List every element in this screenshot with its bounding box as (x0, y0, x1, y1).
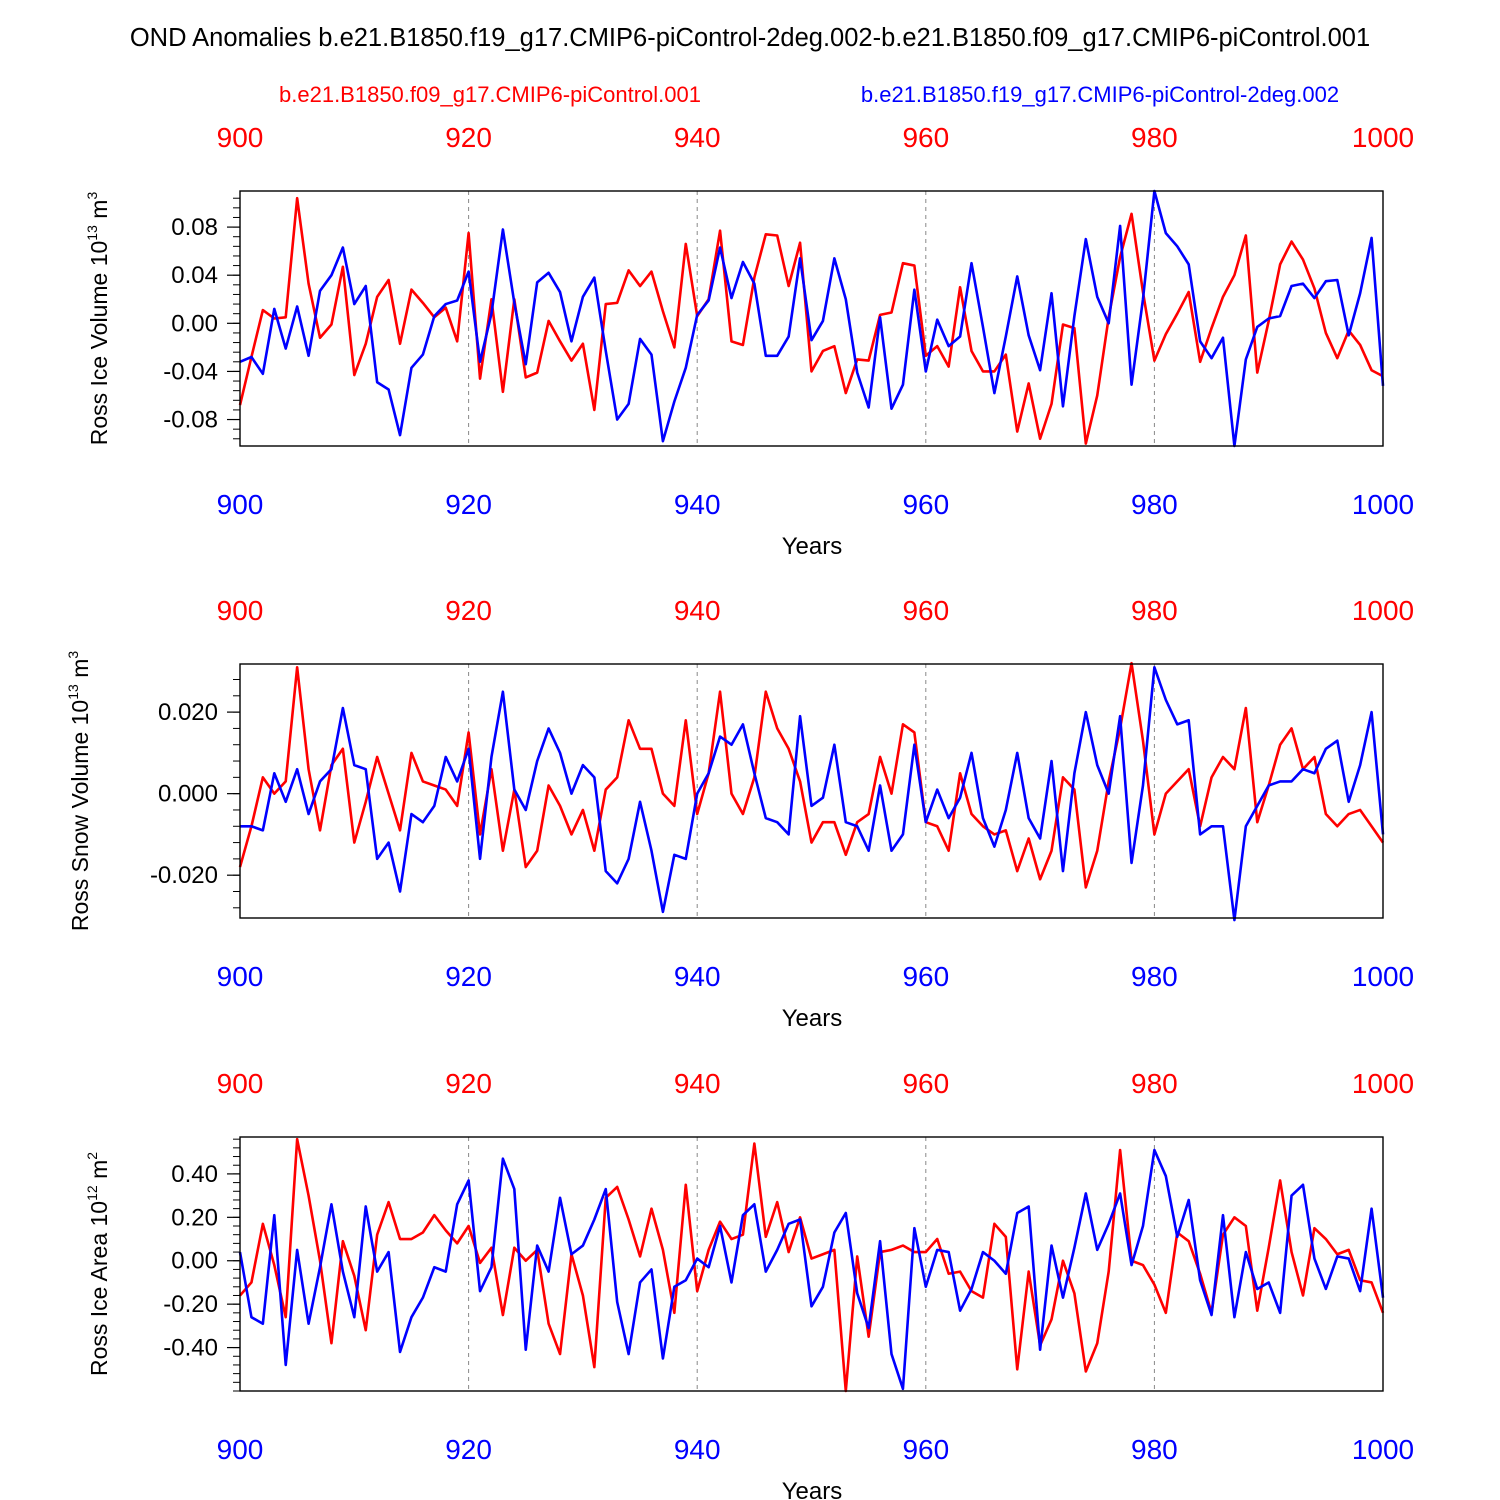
top-x-tick-label: 940 (674, 122, 721, 153)
blue-series-line (238, 1148, 1385, 1391)
y-tick-label: 0.08 (171, 214, 218, 241)
bottom-x-tick-label: 1000 (1352, 961, 1414, 992)
top-x-tick-label: 940 (674, 1068, 721, 1099)
bottom-x-tick-label: 940 (674, 489, 721, 520)
bottom-x-tick-label: 960 (902, 961, 949, 992)
bottom-x-tick-label: 1000 (1352, 489, 1414, 520)
panel-3: -0.40 -0.20 0.00 0.20 0.40 900 900 920 920 940 940… (84, 1068, 1414, 1500)
y-label-unit-base: 10 (86, 1201, 112, 1233)
panel-2: -0.020 0.000 0.020 900 900 920 920 940 940 960 960… (65, 595, 1414, 1032)
top-x-tick-label: 960 (902, 1068, 949, 1099)
bottom-x-tick-label: 940 (674, 1434, 721, 1465)
top-x-tick-label: 900 (217, 122, 264, 153)
y-tick-label: 0.020 (158, 699, 218, 726)
y-label-metre: m (86, 1160, 112, 1186)
plot-frame (239, 663, 1384, 919)
y-tick-label: 0.04 (171, 262, 218, 289)
y-axis-label: Ross Snow Volume 1013 m3 (65, 651, 93, 932)
y-tick-label: -0.08 (163, 407, 218, 434)
bottom-x-tick-label: 960 (902, 489, 949, 520)
x-axis-label: Years (782, 533, 843, 560)
y-tick-label: 0.00 (171, 1248, 218, 1275)
y-tick-label: -0.20 (163, 1291, 218, 1318)
y-label-metre: m (67, 659, 93, 685)
bottom-x-tick-label: 920 (445, 1434, 492, 1465)
top-x-tick-label: 900 (217, 595, 264, 626)
bottom-x-tick-label: 920 (445, 961, 492, 992)
y-label-name: Ross Snow Volume (67, 732, 93, 931)
top-x-tick-label: 920 (445, 1068, 492, 1099)
y-label-unit-base: 10 (86, 241, 112, 273)
y-label-unit-exponent: 13 (65, 684, 81, 700)
figure-title: OND Anomalies b.e21.B1850.f19_g17.CMIP6-… (130, 24, 1370, 52)
x-axis-label: Years (782, 1478, 843, 1500)
bottom-x-tick-label: 900 (217, 961, 264, 992)
bottom-x-tick-label: 920 (445, 489, 492, 520)
top-x-tick-label: 1000 (1352, 122, 1414, 153)
top-x-tick-label: 980 (1131, 1068, 1178, 1099)
top-x-tick-label: 920 (445, 122, 492, 153)
y-axis-label: Ross Ice Volume 1013 m3 (84, 192, 112, 446)
y-tick-label: -0.40 (163, 1335, 218, 1362)
top-x-tick-label: 1000 (1352, 1068, 1414, 1099)
legend-red-run: b.e21.B1850.f09_g17.CMIP6-piControl.001 (279, 82, 701, 107)
plot-frame (239, 190, 1384, 447)
blue-series-line (240, 665, 1385, 922)
y-label-metre: m (86, 200, 112, 226)
y-tick-label: -0.04 (163, 358, 218, 385)
top-x-tick-label: 980 (1131, 122, 1178, 153)
panel-1: -0.08 -0.04 0.00 0.04 0.08 900 900 920 920 940 940… (84, 122, 1414, 560)
y-label-unit-exponent: 13 (84, 225, 100, 241)
top-x-tick-label: 1000 (1352, 595, 1414, 626)
bottom-x-tick-label: 980 (1131, 1434, 1178, 1465)
top-x-tick-label: 980 (1131, 595, 1178, 626)
x-axis-label: Years (782, 1005, 843, 1032)
legend-blue-run: b.e21.B1850.f19_g17.CMIP6-piControl-2deg… (861, 82, 1339, 107)
y-label-metre-exponent: 3 (65, 651, 81, 659)
y-label-unit-exponent: 12 (84, 1185, 100, 1201)
bottom-x-tick-label: 940 (674, 961, 721, 992)
plot-frame (239, 1136, 1384, 1392)
y-tick-label: 0.40 (171, 1161, 218, 1188)
top-x-tick-label: 960 (902, 122, 949, 153)
y-tick-label: 0.000 (158, 781, 218, 808)
top-x-tick-label: 960 (902, 595, 949, 626)
bottom-x-tick-label: 900 (217, 489, 264, 520)
y-label-name: Ross Ice Volume (86, 273, 112, 446)
bottom-x-tick-label: 960 (902, 1434, 949, 1465)
y-label-metre-exponent: 3 (84, 192, 100, 200)
y-tick-label: 0.20 (171, 1204, 218, 1231)
y-label-metre-exponent: 2 (84, 1152, 100, 1160)
y-label-unit-base: 10 (67, 700, 93, 732)
bottom-x-tick-label: 980 (1131, 489, 1178, 520)
top-x-tick-label: 940 (674, 595, 721, 626)
y-tick-label: -0.020 (150, 862, 218, 889)
red-series-line (238, 661, 1385, 889)
bottom-x-tick-label: 900 (217, 1434, 264, 1465)
y-axis-label: Ross Ice Area 1012 m2 (84, 1152, 112, 1376)
bottom-x-tick-label: 980 (1131, 961, 1178, 992)
y-label-name: Ross Ice Area (86, 1233, 112, 1376)
red-series-line (238, 196, 1384, 445)
y-tick-label: 0.00 (171, 310, 218, 337)
red-series-line (239, 1137, 1385, 1393)
top-x-tick-label: 920 (445, 595, 492, 626)
blue-series-line (239, 189, 1385, 448)
top-x-tick-label: 900 (217, 1068, 264, 1099)
bottom-x-tick-label: 1000 (1352, 1434, 1414, 1465)
panels-container: -0.08 -0.04 0.00 0.04 0.08 900 900 920 920 940 940… (65, 122, 1414, 1500)
